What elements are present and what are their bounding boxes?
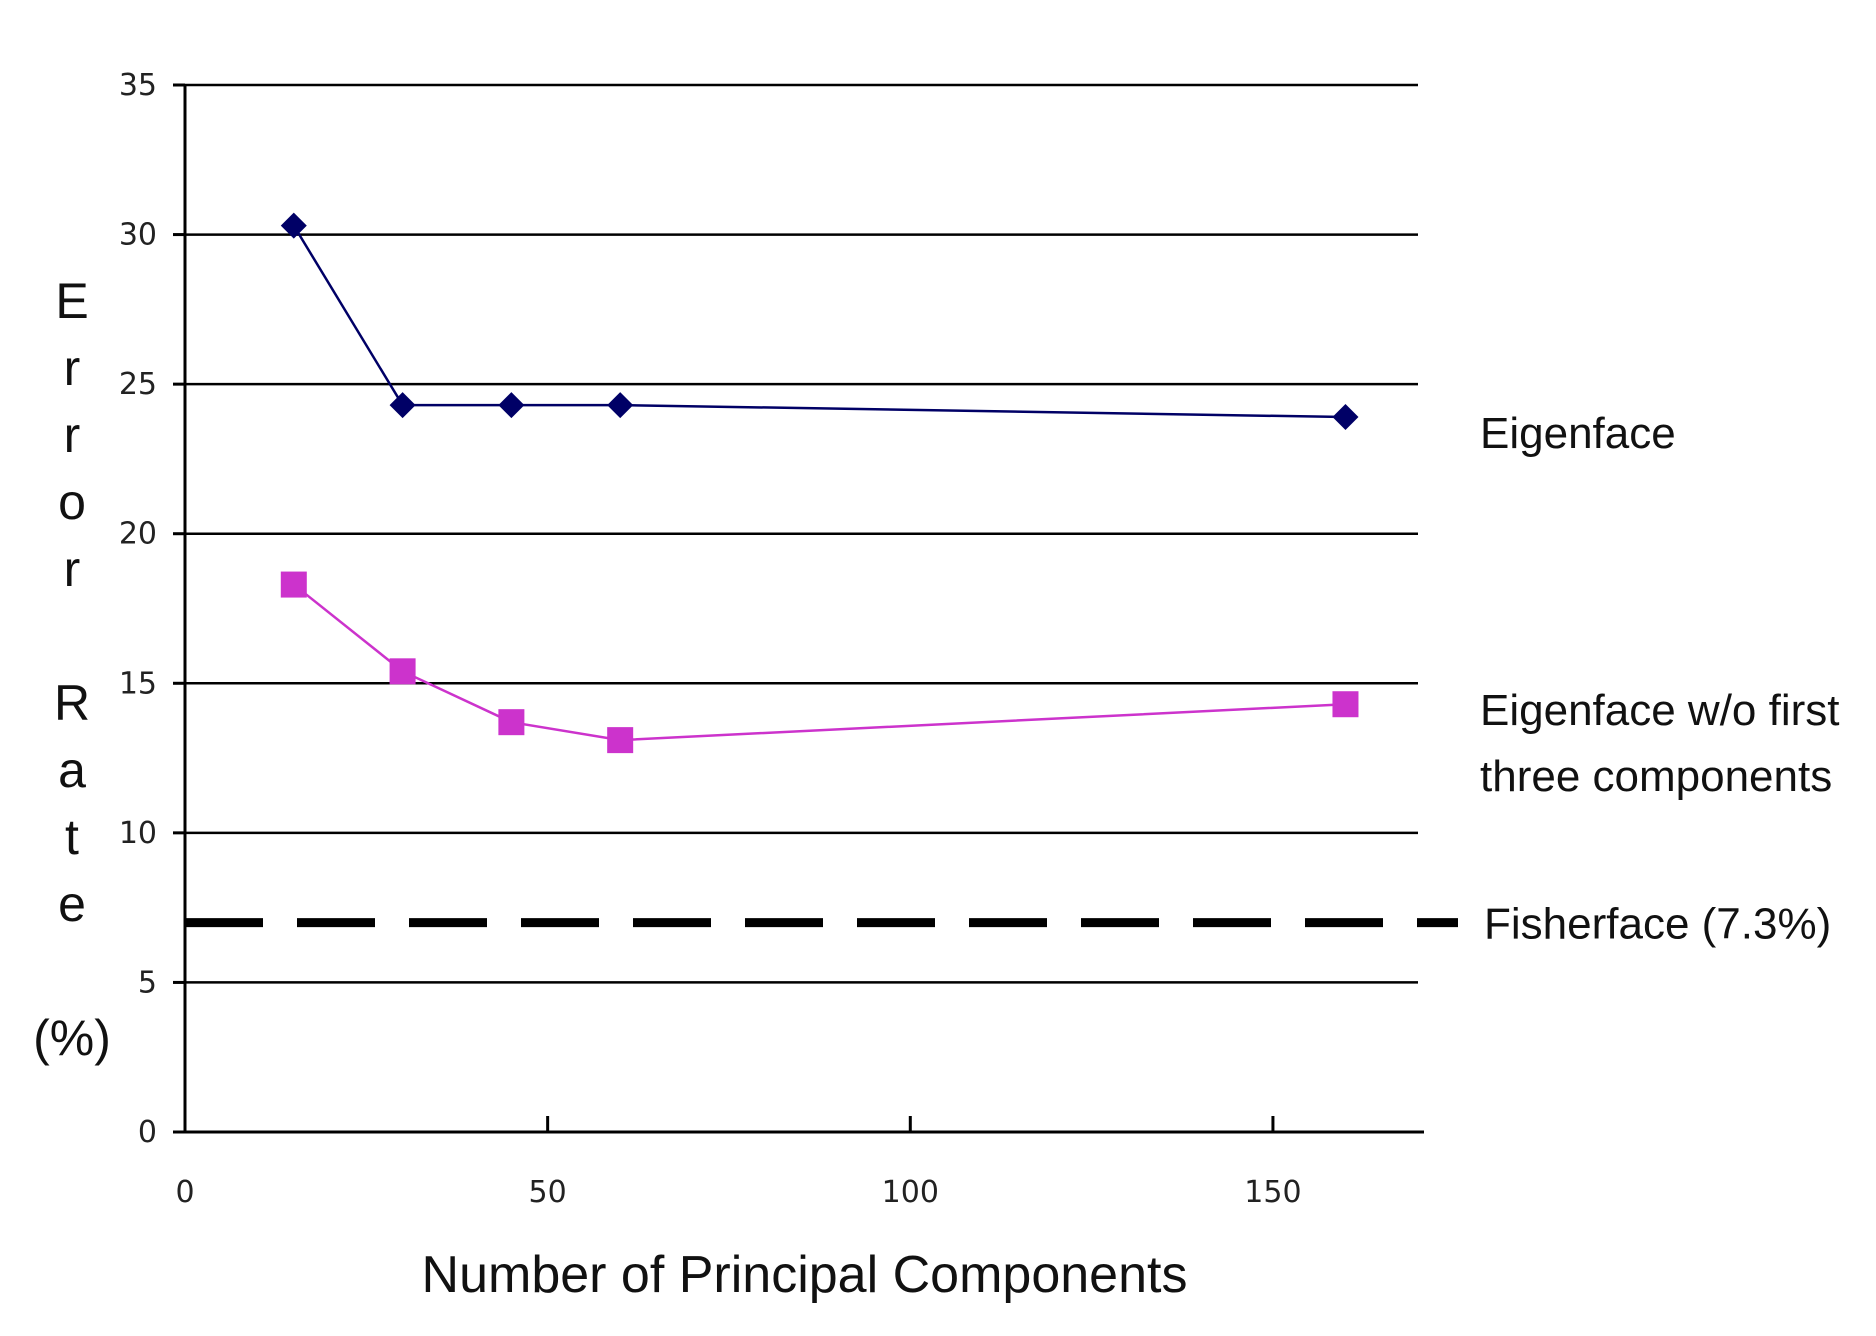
y-axis-title-part-8: t	[65, 809, 79, 865]
x-tick-label-100: 100	[882, 1175, 939, 1210]
series-line-0	[292, 224, 1346, 419]
series-1-point-0	[280, 571, 307, 598]
y-tick-label-10: 10	[119, 816, 157, 851]
y-axis-title-part-4: r	[64, 541, 81, 597]
series-0-point-1	[389, 392, 416, 419]
series-1-point-1	[389, 658, 416, 685]
series-label-1-line-0: Eigenface w/o first	[1480, 686, 1840, 735]
axes	[173, 83, 1424, 1134]
series-label-0-line-0: Eigenface	[1480, 409, 1676, 458]
y-tick-label-25: 25	[119, 367, 157, 402]
y-axis-title-part-0: E	[55, 273, 88, 329]
y-tick-label-20: 20	[119, 517, 157, 552]
y-tick-label-15: 15	[119, 666, 157, 701]
y-tick-label-0: 0	[138, 1115, 157, 1150]
x-tick-label-150: 150	[1244, 1175, 1301, 1210]
y-tick-label-30: 30	[119, 218, 157, 253]
series-1-point-2	[498, 709, 525, 736]
series	[280, 212, 1359, 754]
series-label-1-line-1: three components	[1480, 752, 1832, 801]
gridlines	[185, 83, 1418, 984]
y-tick-label-5: 5	[138, 965, 157, 1000]
series-0-point-0	[280, 212, 307, 239]
x-tick-label-0: 0	[175, 1175, 194, 1210]
series-1-point-3	[607, 727, 634, 754]
y-axis-title-part-9: e	[58, 876, 86, 932]
y-axis-title-part-7: a	[58, 742, 86, 798]
y-axis-title-part-1: r	[64, 340, 81, 396]
reference-line-label-0: Fisherface (7.3%)	[1484, 900, 1831, 949]
labels: 0 5 10 15 20 25 30 35 0 50 100 150 Number of Princip…	[33, 68, 1839, 1304]
series-0-point-4	[1332, 404, 1359, 431]
series-1-point-4	[1332, 691, 1359, 718]
y-axis-title-part-6: R	[54, 675, 90, 731]
series-0-point-2	[498, 392, 525, 419]
y-axis-title-part-11: (%)	[33, 1010, 111, 1066]
series-0-point-3	[607, 392, 634, 419]
x-axis-title: Number of Principal Components	[422, 1246, 1188, 1304]
y-tick-label-35: 35	[119, 68, 157, 103]
series-line-1	[293, 583, 1346, 742]
x-tick-label-50: 50	[529, 1175, 567, 1210]
y-axis-title-part-2: r	[64, 407, 81, 463]
y-axis-title-part-3: o	[58, 474, 86, 530]
